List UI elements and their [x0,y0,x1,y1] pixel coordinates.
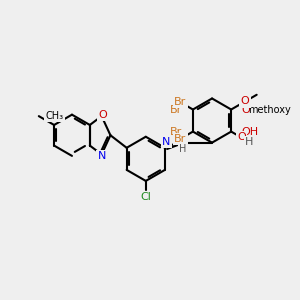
Text: Br: Br [170,104,183,115]
Text: H: H [179,143,186,154]
Text: N: N [162,137,171,147]
Text: O: O [99,110,107,120]
Text: O: O [242,104,250,115]
Text: Br: Br [170,127,183,136]
Text: Cl: Cl [140,192,151,202]
Text: H: H [245,137,254,147]
Text: methoxy: methoxy [248,104,291,115]
Text: O: O [241,96,250,106]
Text: CH₃: CH₃ [45,111,63,121]
Text: OH: OH [242,127,259,136]
Text: Br: Br [174,97,186,107]
Text: O: O [237,133,246,142]
Text: Br: Br [174,134,186,144]
Text: N: N [98,151,106,161]
